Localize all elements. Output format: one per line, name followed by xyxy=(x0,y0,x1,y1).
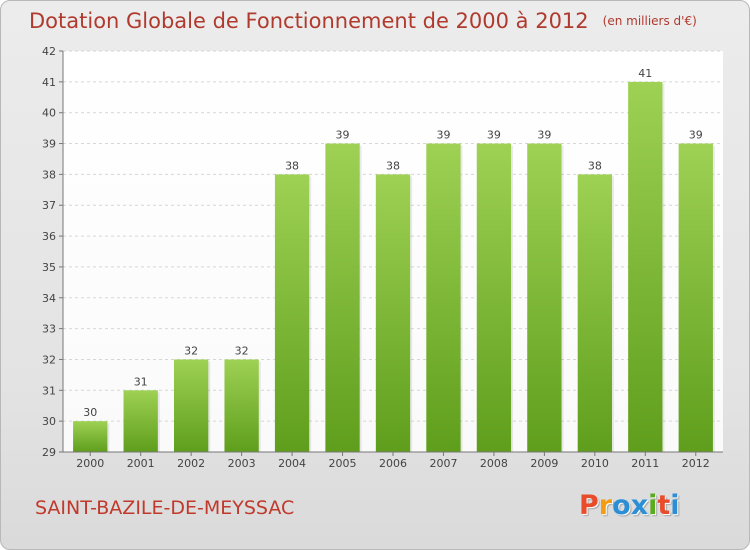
x-tick-label: 2010 xyxy=(581,457,609,470)
logo-letter: x xyxy=(630,490,649,521)
bars xyxy=(73,81,715,453)
data-label: 32 xyxy=(235,344,249,357)
bar xyxy=(426,143,461,453)
data-label: 32 xyxy=(184,344,198,357)
bar xyxy=(678,143,713,453)
bar xyxy=(527,143,562,453)
logo-letter: i xyxy=(670,490,680,521)
data-label: 39 xyxy=(436,129,450,142)
data-label: 39 xyxy=(487,129,501,142)
bar xyxy=(173,359,209,452)
bar xyxy=(577,174,613,452)
x-tick-label: 2007 xyxy=(429,457,457,470)
x-tick-label: 2004 xyxy=(278,457,306,470)
x-tick-label: 2005 xyxy=(329,457,357,470)
y-tick-label: 34 xyxy=(42,292,56,305)
data-label: 39 xyxy=(689,129,703,142)
bar xyxy=(123,390,158,452)
y-axis: 29 30 31 32 33 34 35 36 37 38 39 40 41 42 xyxy=(42,45,64,459)
data-label: 39 xyxy=(336,129,350,142)
chart-title: Dotation Globale de Fonctionnement de 20… xyxy=(29,9,697,33)
bar xyxy=(325,143,360,453)
logo-letter: r xyxy=(598,490,613,521)
y-tick-label: 36 xyxy=(42,230,56,243)
y-tick-label: 38 xyxy=(42,168,56,181)
y-tick-label: 29 xyxy=(42,446,56,459)
bar xyxy=(274,174,310,452)
x-tick-label: 2001 xyxy=(127,457,155,470)
y-tick-label: 33 xyxy=(42,323,56,336)
bar xyxy=(375,174,411,452)
data-label: 39 xyxy=(537,129,551,142)
y-tick-label: 39 xyxy=(42,138,56,151)
y-tick-label: 35 xyxy=(42,261,56,274)
chart-title-text: Dotation Globale de Fonctionnement de 20… xyxy=(29,9,589,33)
x-tick-label: 2003 xyxy=(228,457,256,470)
x-tick-label: 2008 xyxy=(480,457,508,470)
x-axis: 2000 2001 2002 2003 2004 2005 2006 2007 2008 2009… xyxy=(63,451,723,470)
x-tick-label: 2006 xyxy=(379,457,407,470)
data-label: 41 xyxy=(638,67,652,80)
x-tick-label: 2012 xyxy=(682,457,710,470)
commune-name: SAINT-BAZILE-DE-MEYSSAC xyxy=(35,497,295,519)
x-tick-label: 2002 xyxy=(177,457,205,470)
logo-letter: t xyxy=(657,490,671,521)
data-labels: 30 31 32 32 38 39 38 39 39 39 38 41 39 xyxy=(83,67,703,419)
y-tick-label: 41 xyxy=(42,76,56,89)
x-tick-label: 2009 xyxy=(530,457,558,470)
bar xyxy=(628,81,663,452)
data-label: 38 xyxy=(285,159,299,172)
bar xyxy=(224,359,259,452)
logo-letter: P xyxy=(579,490,599,521)
y-tick-label: 37 xyxy=(42,199,56,212)
logo-letter: i xyxy=(648,490,658,521)
y-tick-label: 32 xyxy=(42,353,56,366)
logo-letter: o xyxy=(612,490,631,521)
y-tick-label: 31 xyxy=(42,384,56,397)
bar xyxy=(73,421,108,452)
data-label: 38 xyxy=(386,159,400,172)
bar xyxy=(476,143,512,453)
x-tick-label: 2011 xyxy=(631,457,659,470)
data-label: 31 xyxy=(134,375,148,388)
chart-unit: (en milliers d'€) xyxy=(602,14,697,28)
x-tick-label: 2000 xyxy=(76,457,104,470)
data-label: 38 xyxy=(588,159,602,172)
y-tick-label: 42 xyxy=(42,45,56,58)
data-label: 30 xyxy=(83,406,97,419)
y-tick-label: 30 xyxy=(42,415,56,428)
proxiti-logo: Proxiti xyxy=(579,490,680,521)
y-tick-label: 40 xyxy=(42,107,56,120)
